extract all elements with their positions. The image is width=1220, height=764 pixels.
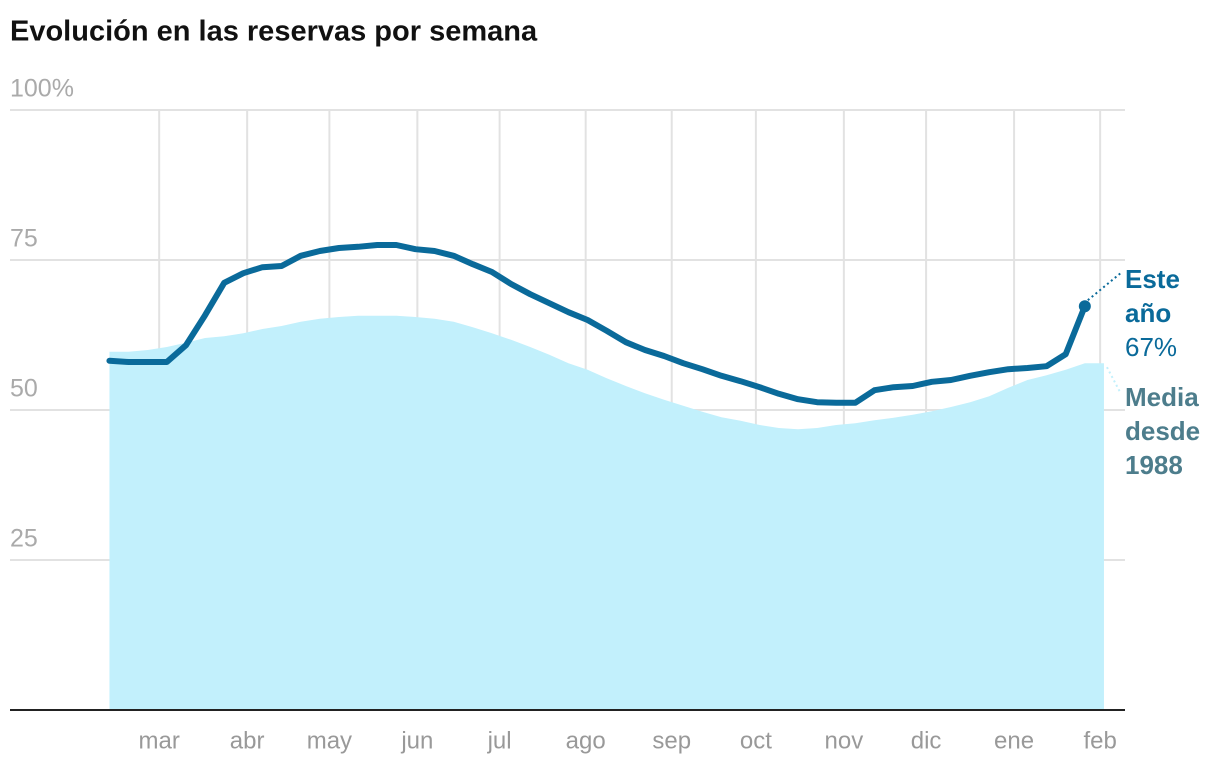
x-tick-label: feb <box>1083 727 1116 754</box>
x-tick-label: jul <box>487 727 512 754</box>
line <box>106 242 1088 406</box>
x-tick-label: sep <box>652 727 691 754</box>
x-tick-label: may <box>307 727 352 754</box>
y-tick-label: 75 <box>10 225 38 253</box>
y-tick-label: 100% <box>10 75 74 103</box>
leader <box>1106 366 1121 393</box>
value-label: 67% <box>1125 332 1178 362</box>
x-tick-label: ago <box>566 727 606 754</box>
x-tick-label: nov <box>825 727 864 754</box>
chart-title: Evolución en las reservas por semana <box>10 16 538 48</box>
y-tick-label: 25 <box>10 525 38 553</box>
x-tick-label: dic <box>911 727 942 754</box>
legend-label: Media desde 1988 <box>1125 382 1201 480</box>
x-tick-label: ene <box>994 727 1034 754</box>
leader <box>1087 271 1123 301</box>
legend-label: Este año <box>1125 264 1180 328</box>
x-tick-label: jun <box>400 727 433 754</box>
y-tick-label: 50 <box>10 375 38 403</box>
area <box>109 315 1104 710</box>
x-tick-label: abr <box>230 727 265 754</box>
end-point <box>1078 300 1091 313</box>
x-tick-label: oct <box>740 727 772 754</box>
x-tick-label: mar <box>139 727 180 754</box>
